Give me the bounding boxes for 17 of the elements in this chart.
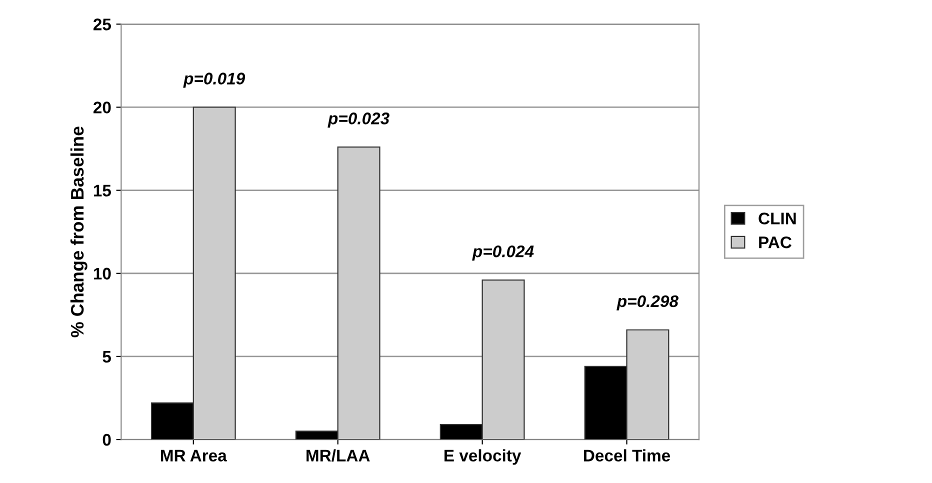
y-tick-label: 25 [93,18,111,30]
annotation: p=0.019 [183,72,246,88]
y-tick-label: 10 [94,268,111,280]
annotation: p=0.023 [328,112,390,128]
y-tick-label: 0 [102,434,111,446]
x-tick-label: MR/LAA [306,449,370,462]
annotation: p=0.298 [616,295,679,310]
y-axis-title: % Change from Baseline [70,126,88,338]
y-tick-label: 5 [102,351,111,363]
legend-label: PAC [759,236,792,248]
x-tick-label: E velocity [444,449,522,465]
y-tick-label: 20 [93,102,111,114]
x-tick-label: Decel Time [584,449,670,462]
y-tick-label: 15 [94,184,111,197]
annotation: p=0.024 [472,245,534,261]
legend-label: CLIN [758,212,796,224]
x-tick-label: MR Area [161,450,227,462]
